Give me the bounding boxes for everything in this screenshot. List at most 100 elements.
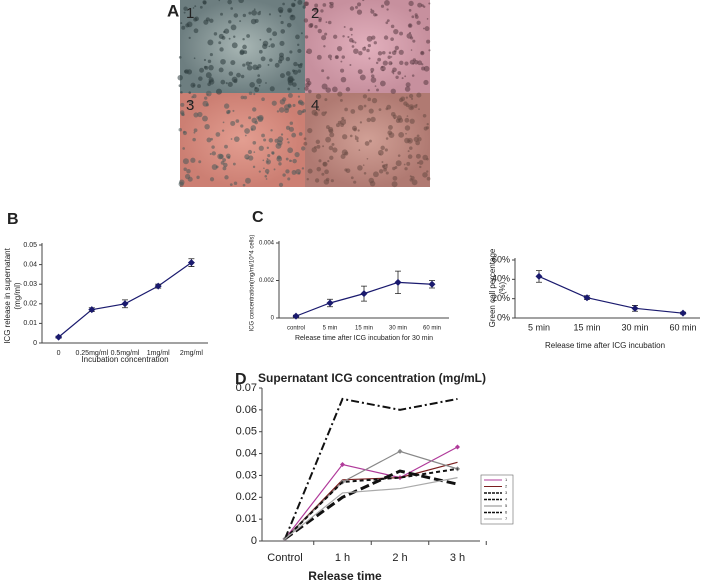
texture [322, 161, 328, 167]
texture [397, 71, 402, 75]
marker [397, 448, 403, 454]
series-line [284, 450, 458, 540]
texture [386, 19, 390, 22]
texture [291, 132, 297, 138]
texture [224, 175, 229, 180]
texture [248, 91, 253, 96]
texture [405, 96, 408, 99]
texture [341, 55, 345, 59]
texture [256, 116, 260, 119]
texture [240, 124, 244, 128]
texture [391, 50, 397, 56]
texture [293, 61, 298, 67]
x-axis-title: Release time [308, 569, 382, 583]
texture [205, 90, 212, 97]
texture [251, 117, 258, 124]
texture [303, 137, 307, 141]
texture [366, 48, 370, 53]
texture [356, 9, 363, 15]
texture [206, 93, 209, 96]
y-tick-label: 0.04 [236, 447, 257, 459]
texture [385, 21, 389, 25]
texture [257, 114, 264, 121]
texture [221, 129, 225, 132]
texture [392, 67, 397, 73]
texture [328, 128, 334, 134]
texture [297, 43, 300, 47]
texture [413, 59, 419, 65]
texture [288, 126, 295, 132]
texture [413, 104, 418, 108]
texture [321, 35, 327, 41]
marker [55, 333, 63, 341]
texture [297, 95, 301, 98]
texture [329, 132, 335, 138]
texture [186, 69, 193, 75]
texture [252, 140, 257, 145]
texture [314, 178, 320, 183]
texture [370, 9, 375, 14]
texture [197, 111, 203, 118]
image-label: 3 [186, 97, 194, 114]
texture [405, 82, 411, 88]
texture [314, 25, 318, 29]
texture [306, 177, 309, 181]
texture [286, 22, 292, 28]
texture [192, 7, 195, 9]
texture [424, 26, 430, 32]
texture [423, 79, 429, 86]
texture [199, 67, 205, 73]
texture [227, 109, 231, 114]
texture [417, 2, 423, 8]
texture [198, 76, 203, 81]
texture [391, 181, 398, 188]
texture [404, 61, 409, 66]
texture [411, 179, 418, 186]
y-tick-label: 20% [492, 293, 510, 303]
series-line [284, 477, 458, 540]
texture [321, 69, 325, 73]
texture [265, 178, 268, 180]
texture [418, 160, 424, 165]
texture [229, 183, 233, 187]
texture [370, 77, 377, 83]
x-tick-label: 0.25mg/ml [75, 350, 108, 357]
texture [270, 129, 273, 132]
x-tick-label: 15 min [573, 322, 600, 332]
texture [374, 85, 377, 88]
y-tick-label: 0 [271, 316, 275, 322]
texture [252, 64, 258, 71]
texture [259, 10, 261, 13]
texture [285, 157, 289, 161]
texture [368, 57, 371, 60]
texture [327, 20, 332, 25]
texture [248, 11, 252, 15]
texture [399, 31, 404, 36]
texture [181, 25, 186, 30]
texture [410, 49, 413, 51]
series-line [284, 446, 458, 540]
texture [315, 93, 322, 100]
x-tick-label: 0.5mg/ml [111, 350, 140, 357]
texture [203, 19, 209, 25]
texture [332, 86, 338, 93]
texture [408, 139, 411, 143]
texture [404, 167, 408, 171]
texture [382, 69, 384, 72]
texture [231, 42, 238, 49]
texture [344, 107, 348, 112]
texture [180, 102, 185, 107]
texture [353, 127, 357, 132]
texture [256, 78, 262, 84]
texture [405, 132, 407, 135]
y-axis-title: (%) [498, 281, 507, 294]
texture [359, 121, 363, 124]
texture [383, 35, 389, 40]
x-axis-title: Release time after ICG incubation [545, 341, 665, 350]
texture [419, 165, 422, 169]
texture [183, 6, 188, 11]
texture [304, 1, 310, 7]
texture [254, 87, 260, 93]
texture [407, 154, 413, 159]
texture [279, 40, 285, 46]
